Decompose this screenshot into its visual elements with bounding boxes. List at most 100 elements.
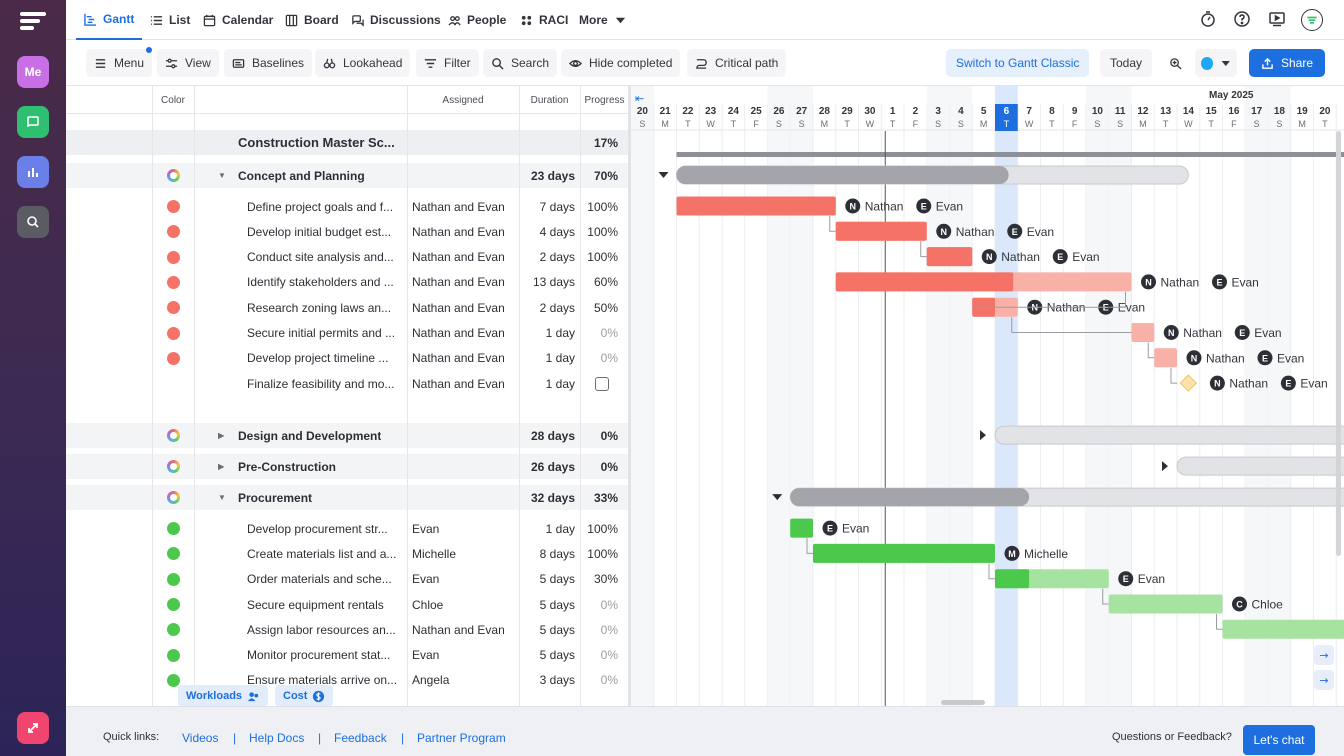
task-name-cell[interactable]: Develop initial budget est... [247,219,407,244]
color-cell[interactable] [152,617,194,642]
search-icon[interactable] [17,206,49,238]
horizontal-scrollbar[interactable] [941,700,985,705]
chevron-down-icon[interactable]: ▼ [218,493,226,503]
assigned-cell[interactable]: Evan [412,572,440,587]
profile-avatar-icon[interactable] [1301,9,1323,31]
progress-cell[interactable]: 17% [593,135,618,150]
task-name-cell[interactable]: Finalize feasibility and mo... [247,371,407,396]
progress-cell[interactable]: 33% [593,490,618,505]
workloads-button[interactable]: Workloads [178,685,269,707]
timer-icon[interactable] [1198,9,1218,29]
progress-cell[interactable]: 0% [600,673,618,688]
filter-button[interactable]: Filter [416,49,479,77]
duration-cell[interactable]: 2 days [539,300,575,315]
group-row[interactable]: ▼ Procurement 32 days 33% [66,485,629,511]
color-cell[interactable] [152,219,194,244]
today-button[interactable]: Today [1100,49,1153,77]
color-cell[interactable] [152,668,194,693]
progress-cell[interactable]: 0% [600,622,618,637]
color-cell[interactable] [152,245,194,270]
task-bar[interactable] [1222,619,1344,639]
tab-raci[interactable]: RACI [520,0,568,40]
lookahead-button[interactable]: Lookahead [315,49,411,77]
task-name-cell[interactable]: ▼ Procurement [218,485,406,510]
color-cell[interactable] [152,163,194,188]
collapse-caret-icon[interactable] [772,494,783,501]
duration-cell[interactable]: 13 days [532,275,575,290]
task-row[interactable]: Research zoning laws an... Nathan and Eva… [66,295,629,320]
progress-cell[interactable]: 30% [593,572,618,587]
expand-caret-icon[interactable] [980,430,986,441]
cost-button[interactable]: Cost [275,685,334,707]
duration-cell[interactable]: 23 days [530,168,575,183]
baselines-button[interactable]: Baselines [224,49,313,77]
assigned-cell[interactable]: Nathan and Evan [412,199,505,214]
progress-cell[interactable]: 0% [600,597,618,612]
chevron-down-icon[interactable]: ▼ [218,171,226,180]
assigned-cell[interactable] [412,485,519,510]
progress-cell[interactable]: 0% [600,428,618,443]
progress-cell[interactable]: 0% [600,326,618,340]
task-name-cell[interactable]: Conduct site analysis and... [247,245,407,270]
duration-cell[interactable]: 5 days [539,622,575,637]
scroll-to-bar-button[interactable] [1314,645,1334,665]
assigned-cell[interactable]: Chloe [412,597,444,612]
group-row[interactable]: ▶ Design and Development 28 days 0% [66,423,629,449]
task-name-cell[interactable]: Secure equipment rentals [247,592,407,617]
critical-path-button[interactable]: Critical path [687,49,787,77]
task-row[interactable]: Ensure materials arrive on... Angela 3 day… [66,668,629,693]
app-logo-icon[interactable] [20,12,46,34]
task-name-cell[interactable]: Order materials and sche... [247,567,407,592]
task-name-cell[interactable]: Develop procurement str... [247,516,407,541]
task-row[interactable]: Secure equipment rentals Chloe 5 days 0% [66,592,629,617]
project-row[interactable]: Construction Master Sc... 17% [66,130,629,155]
assigned-cell[interactable]: Evan [412,521,440,536]
task-row[interactable]: Develop initial budget est... Nathan and … [66,219,629,244]
feedback-link[interactable]: Feedback [334,731,387,745]
progress-cell[interactable]: 0% [600,648,618,663]
color-cell[interactable] [152,485,194,510]
expand-icon[interactable] [17,712,49,744]
search-button[interactable]: Search [483,49,558,77]
duration-cell[interactable]: 26 days [530,459,575,474]
task-bar[interactable] [1154,348,1177,368]
color-cell[interactable] [152,516,194,541]
progress-cell[interactable]: 0% [600,459,618,474]
color-cell[interactable] [152,346,194,371]
expand-caret-icon[interactable] [1162,461,1168,472]
task-row[interactable]: Assign labor resources an... Nathan and E… [66,617,629,642]
duration-cell[interactable]: 5 days [539,597,575,612]
progress-cell[interactable] [580,371,624,396]
duration-cell[interactable]: 4 days [539,224,575,239]
assigned-cell[interactable] [412,130,519,155]
video-icon[interactable] [1267,9,1287,29]
group-row[interactable]: ▶ Pre-Construction 26 days 0% [66,454,629,480]
task-row[interactable]: Create materials list and a... Michelle 8 … [66,541,629,566]
assigned-cell[interactable]: Michelle [412,546,457,561]
collapse-left-icon[interactable]: ⇤ [635,92,644,105]
color-cell[interactable] [152,371,194,396]
task-name-cell[interactable]: Construction Master Sc... [238,130,406,155]
progress-cell[interactable]: 100% [587,521,618,536]
duration-cell[interactable]: 1 day [545,351,575,366]
progress-cell[interactable]: 60% [593,275,618,290]
assigned-cell[interactable]: Nathan and Evan [412,351,505,366]
task-row[interactable]: Develop procurement str... Evan 1 day 100% [66,516,629,541]
progress-cell[interactable]: 100% [587,224,618,239]
duration-cell[interactable]: 1 day [545,326,575,340]
scroll-to-bar-button[interactable] [1314,670,1334,690]
tab-discussions[interactable]: Discussions [351,0,441,40]
task-row[interactable]: Secure initial permits and ... Nathan and… [66,321,629,346]
help-docs-link[interactable]: Help Docs [249,731,305,745]
vertical-scrollbar[interactable] [1336,131,1341,556]
task-row[interactable]: Order materials and sche... Evan 5 days 30% [66,567,629,592]
partner-program-link[interactable]: Partner Program [417,731,506,745]
group-row[interactable]: ▼ Concept and Planning 23 days 70% [66,163,629,188]
assigned-cell[interactable]: Nathan and Evan [412,622,505,637]
tab-more[interactable]: More [579,0,627,40]
color-cell[interactable] [152,541,194,566]
task-name-cell[interactable]: Define project goals and f... [247,194,407,219]
duration-cell[interactable]: 7 days [539,199,575,214]
duration-cell[interactable]: 1 day [545,376,575,391]
switch-classic-button[interactable]: Switch to Gantt Classic [946,49,1090,77]
